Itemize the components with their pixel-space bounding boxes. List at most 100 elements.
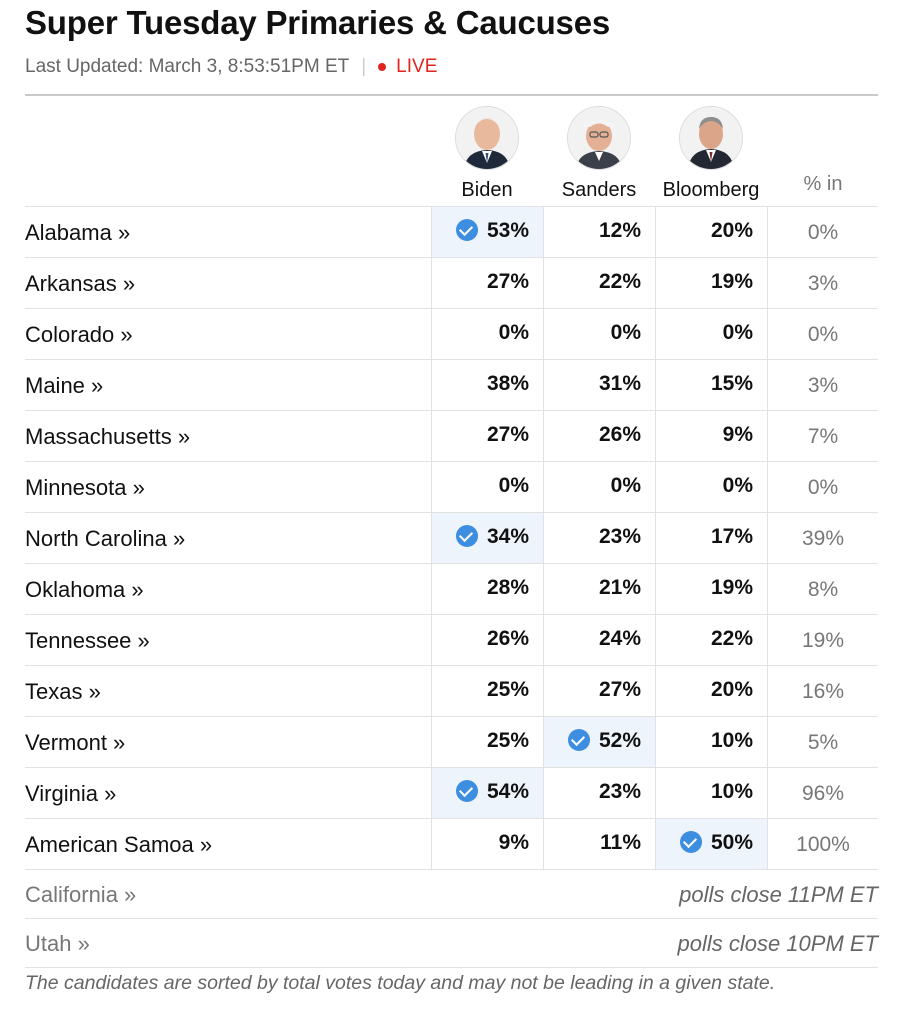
table-row: Arkansas » 27% 22% 19% 3%: [25, 257, 878, 308]
winner-check-icon: [456, 219, 478, 241]
vote-percentage: 0%: [722, 321, 753, 344]
result-cell: 25%: [431, 717, 543, 767]
vote-percentage: 20%: [710, 678, 753, 701]
state-link[interactable]: Massachusetts »: [25, 424, 191, 449]
vote-percentage: 28%: [486, 576, 529, 599]
vote-percentage: 38%: [486, 372, 529, 395]
result-cell: 9%: [655, 411, 767, 461]
state-link[interactable]: California »: [25, 882, 137, 907]
table-row: Alabama » 53% 12% 20% 0%: [25, 206, 878, 257]
pct-in-value: 0%: [807, 476, 839, 499]
state-link[interactable]: Vermont »: [25, 730, 126, 755]
vote-percentage: 0%: [722, 474, 753, 497]
state-link[interactable]: American Samoa »: [25, 832, 213, 857]
avatar-biden: [455, 106, 519, 170]
result-cell: 50%: [655, 819, 767, 869]
pct-in-value: 3%: [807, 272, 839, 295]
polls-close-note: polls close 10PM ET: [677, 931, 878, 956]
pct-in-cell: 0%: [767, 462, 879, 512]
state-link[interactable]: Tennessee »: [25, 628, 150, 653]
result-cell: 10%: [655, 768, 767, 818]
pct-in-value: 7%: [807, 425, 839, 448]
result-cell: 15%: [655, 360, 767, 410]
vote-percentage: 53%: [486, 219, 529, 242]
pct-in-value: 5%: [807, 731, 839, 754]
state-link[interactable]: Arkansas »: [25, 271, 136, 296]
state-link[interactable]: Utah »: [25, 931, 90, 956]
state-link[interactable]: North Carolina »: [25, 526, 186, 551]
result-cell: 26%: [543, 411, 655, 461]
result-cell: 27%: [543, 666, 655, 716]
vote-percentage: 24%: [598, 627, 641, 650]
result-cell: 52%: [543, 717, 655, 767]
vote-percentage: 9%: [498, 831, 529, 854]
vote-percentage: 19%: [710, 270, 753, 293]
result-cell: 23%: [543, 768, 655, 818]
pct-in-cell: 96%: [767, 768, 879, 818]
table-row: Vermont » 25% 52% 10% 5%: [25, 716, 878, 767]
pending-row: Utah » polls close 10PM ET: [25, 918, 878, 967]
pct-in-cell: 3%: [767, 258, 879, 308]
pct-in-cell: 3%: [767, 360, 879, 410]
pct-in-value: 39%: [801, 527, 845, 550]
pct-in-cell: 7%: [767, 411, 879, 461]
pct-in-value: 100%: [796, 833, 850, 856]
vote-percentage: 26%: [486, 627, 529, 650]
polls-close-note: polls close 11PM ET: [679, 882, 878, 907]
vote-percentage: 20%: [710, 219, 753, 242]
result-cell: 10%: [655, 717, 767, 767]
vote-percentage: 27%: [486, 423, 529, 446]
vote-percentage: 0%: [498, 474, 529, 497]
vote-percentage: 12%: [598, 219, 641, 242]
winner-check-icon: [456, 780, 478, 802]
vote-percentage: 0%: [498, 321, 529, 344]
vote-percentage: 25%: [486, 729, 529, 752]
pct-in-cell: 0%: [767, 207, 879, 257]
pct-in-cell: 19%: [767, 615, 879, 665]
state-link[interactable]: Colorado »: [25, 322, 133, 347]
pct-in-value: 16%: [801, 680, 845, 703]
table-row: Texas » 25% 27% 20% 16%: [25, 665, 878, 716]
pct-in-value: 3%: [807, 374, 839, 397]
state-link[interactable]: Minnesota »: [25, 475, 145, 500]
result-cell: 20%: [655, 207, 767, 257]
state-link[interactable]: Maine »: [25, 373, 104, 398]
result-cell: 27%: [431, 258, 543, 308]
pct-in-header: % in: [803, 173, 843, 195]
result-cell: 20%: [655, 666, 767, 716]
result-cell: 12%: [543, 207, 655, 257]
candidate-bloomberg: Bloomberg: [655, 106, 767, 202]
table-row: Virginia » 54% 23% 10% 96%: [25, 767, 878, 818]
vote-percentage: 22%: [598, 270, 641, 293]
pct-in-cell: 0%: [767, 309, 879, 359]
vote-percentage: 10%: [710, 729, 753, 752]
vote-percentage: 23%: [598, 525, 641, 548]
vote-percentage: 15%: [710, 372, 753, 395]
pct-in-value: 96%: [801, 782, 845, 805]
state-link[interactable]: Virginia »: [25, 781, 117, 806]
state-link[interactable]: Texas »: [25, 679, 101, 704]
winner-check-icon: [456, 525, 478, 547]
state-link[interactable]: Alabama »: [25, 220, 131, 245]
live-dot-icon: [378, 63, 387, 71]
last-updated-text: Last Updated: March 3, 8:53:51PM ET: [25, 56, 350, 77]
table-row: Massachusetts » 27% 26% 9% 7%: [25, 410, 878, 461]
vote-percentage: 23%: [598, 780, 641, 803]
vote-percentage: 25%: [486, 678, 529, 701]
result-cell: 19%: [655, 258, 767, 308]
vote-percentage: 50%: [710, 831, 753, 854]
candidate-name: Sanders: [561, 179, 637, 201]
result-cell: 21%: [543, 564, 655, 614]
result-cell: 54%: [431, 768, 543, 818]
pct-in-cell: 100%: [767, 819, 879, 869]
candidate-sanders: Sanders: [543, 106, 655, 202]
result-cell: 31%: [543, 360, 655, 410]
state-link[interactable]: Oklahoma »: [25, 577, 144, 602]
candidate-biden: Biden: [431, 106, 543, 202]
pct-in-value: 0%: [807, 323, 839, 346]
result-cell: 27%: [431, 411, 543, 461]
header-divider: [25, 94, 878, 96]
result-cell: 28%: [431, 564, 543, 614]
footnote: The candidates are sorted by total votes…: [25, 972, 776, 994]
pct-in-cell: 5%: [767, 717, 879, 767]
